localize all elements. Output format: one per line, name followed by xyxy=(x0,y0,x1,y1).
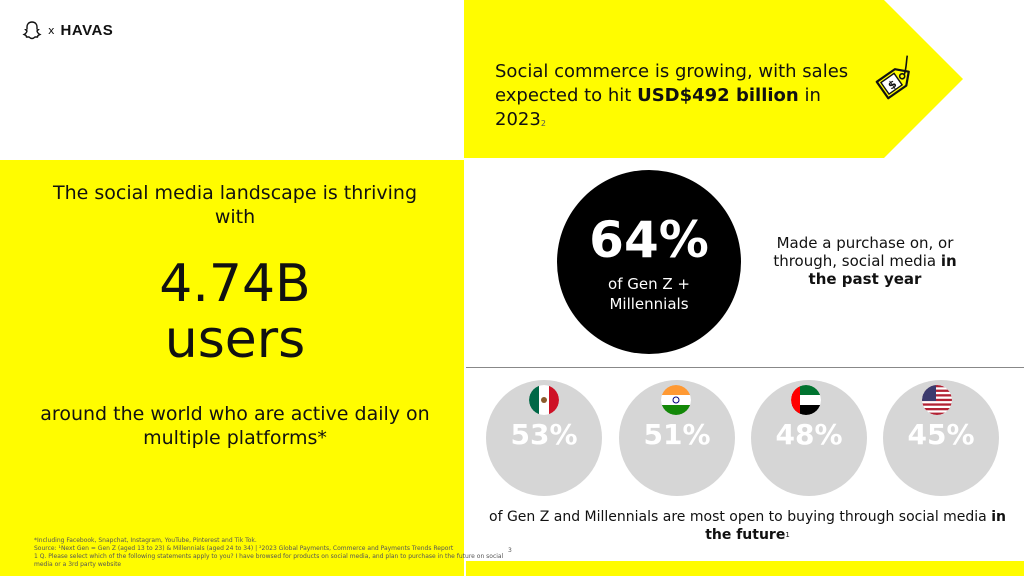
banner-headline: Social commerce is growing, with sales e… xyxy=(495,60,875,132)
footnote-line: *Including Facebook, Snapchat, Instagram… xyxy=(34,537,257,544)
caption-bold: in the future xyxy=(705,509,1006,543)
purchase-stat-percent: 64% xyxy=(589,211,709,269)
users-count-number: 4.74B xyxy=(159,254,311,314)
users-count: 4.74B users xyxy=(40,256,430,368)
banner-ref: 2 xyxy=(540,119,546,128)
logo-separator: x xyxy=(48,23,55,37)
country-stat-value: 51% xyxy=(643,418,711,451)
mexico-flag-icon xyxy=(529,385,559,415)
usa-flag-icon xyxy=(922,385,952,415)
caption-ref: 1 xyxy=(785,531,790,539)
havas-wordmark: HAVAS xyxy=(60,21,114,39)
snapchat-ghost-icon xyxy=(22,21,42,40)
section-divider xyxy=(466,367,1024,368)
india-flag-icon xyxy=(661,385,691,415)
users-intro: The social media landscape is thriving w… xyxy=(52,182,418,228)
country-stat-value: 53% xyxy=(510,418,578,451)
uae-flag-icon xyxy=(791,385,821,415)
purchase-desc-bold: in the past year xyxy=(808,252,957,288)
purchase-stat-description: Made a purchase on, or through, social m… xyxy=(760,234,970,288)
users-panel xyxy=(0,160,464,576)
brand-logo: x HAVAS xyxy=(22,20,113,40)
purchase-stat-circle: 64% of Gen Z + Millennials xyxy=(557,170,741,354)
footnotes: *Including Facebook, Snapchat, Instagram… xyxy=(34,537,514,569)
footnote-line: Source: ¹Next Gen = Gen Z (aged 13 to 23… xyxy=(34,545,454,552)
country-stat-value: 45% xyxy=(907,418,975,451)
banner-amount: USD$492 billion xyxy=(637,85,799,106)
users-outro: around the world who are active daily on… xyxy=(40,403,430,449)
page-number: 3 xyxy=(508,547,512,554)
footnote-line: 1 Q. Please select which of the followin… xyxy=(34,553,504,568)
bottom-accent-strip xyxy=(466,561,1024,576)
purchase-stat-subtitle: of Gen Z + Millennials xyxy=(608,275,690,313)
banner-arrow-shape xyxy=(464,0,963,158)
users-count-unit: users xyxy=(164,310,306,370)
banner-text-pre: Social commerce is growing, with sales e… xyxy=(495,61,849,106)
caption-pre: of Gen Z and Millennials are most open t… xyxy=(489,509,992,525)
country-stat-value: 48% xyxy=(775,418,843,451)
price-tag-icon: $ xyxy=(875,55,910,100)
banner-text-post: in 2023 xyxy=(495,85,821,130)
purchase-desc-pre: Made a purchase on, or through, social m… xyxy=(773,234,954,270)
country-stats-caption: of Gen Z and Millennials are most open t… xyxy=(480,508,1015,544)
